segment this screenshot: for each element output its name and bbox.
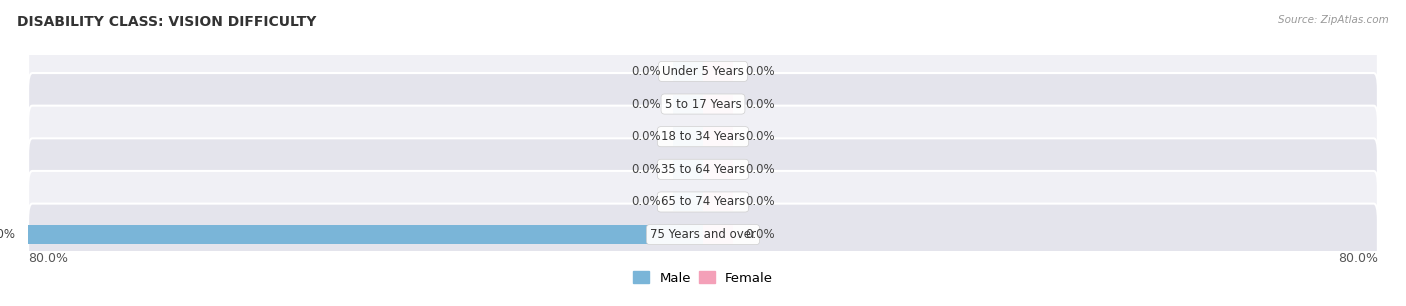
Bar xyxy=(673,160,703,179)
Bar xyxy=(703,192,733,211)
Text: 0.0%: 0.0% xyxy=(745,228,775,241)
Text: 0.0%: 0.0% xyxy=(745,65,775,78)
FancyBboxPatch shape xyxy=(28,203,1378,266)
Text: Source: ZipAtlas.com: Source: ZipAtlas.com xyxy=(1278,15,1389,25)
Bar xyxy=(673,127,703,146)
Text: 0.0%: 0.0% xyxy=(745,196,775,208)
Text: 0.0%: 0.0% xyxy=(631,196,661,208)
FancyBboxPatch shape xyxy=(28,40,1378,103)
Text: 75 Years and over: 75 Years and over xyxy=(650,228,756,241)
Text: 5 to 17 Years: 5 to 17 Years xyxy=(665,98,741,110)
Text: 0.0%: 0.0% xyxy=(745,98,775,110)
Bar xyxy=(703,62,733,81)
Bar xyxy=(703,225,733,244)
Text: 0.0%: 0.0% xyxy=(631,98,661,110)
Bar xyxy=(703,127,733,146)
FancyBboxPatch shape xyxy=(28,106,1378,168)
Bar xyxy=(28,225,703,244)
Text: 0.0%: 0.0% xyxy=(745,163,775,176)
Bar xyxy=(703,160,733,179)
Text: Under 5 Years: Under 5 Years xyxy=(662,65,744,78)
Text: DISABILITY CLASS: VISION DIFFICULTY: DISABILITY CLASS: VISION DIFFICULTY xyxy=(17,15,316,29)
Text: 0.0%: 0.0% xyxy=(745,130,775,143)
FancyBboxPatch shape xyxy=(28,73,1378,135)
Bar xyxy=(673,192,703,211)
Text: 18 to 34 Years: 18 to 34 Years xyxy=(661,130,745,143)
Text: 0.0%: 0.0% xyxy=(631,65,661,78)
Text: 35 to 64 Years: 35 to 64 Years xyxy=(661,163,745,176)
Bar xyxy=(703,95,733,114)
FancyBboxPatch shape xyxy=(28,171,1378,233)
Legend: Male, Female: Male, Female xyxy=(630,269,776,287)
Bar xyxy=(673,62,703,81)
FancyBboxPatch shape xyxy=(28,138,1378,200)
Text: 80.0%: 80.0% xyxy=(0,228,15,241)
Text: 0.0%: 0.0% xyxy=(631,163,661,176)
Text: 80.0%: 80.0% xyxy=(1339,252,1378,265)
Text: 65 to 74 Years: 65 to 74 Years xyxy=(661,196,745,208)
Bar xyxy=(673,95,703,114)
Text: 80.0%: 80.0% xyxy=(28,252,67,265)
Text: 0.0%: 0.0% xyxy=(631,130,661,143)
